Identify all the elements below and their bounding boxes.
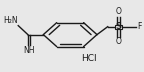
Text: HCl: HCl [81,54,97,63]
Text: S: S [115,22,121,31]
Text: NH: NH [23,46,34,55]
Text: O: O [115,7,121,16]
Text: F: F [137,22,141,31]
Text: H₂N: H₂N [3,16,18,25]
Text: O: O [115,37,121,46]
Bar [115,25,122,29]
